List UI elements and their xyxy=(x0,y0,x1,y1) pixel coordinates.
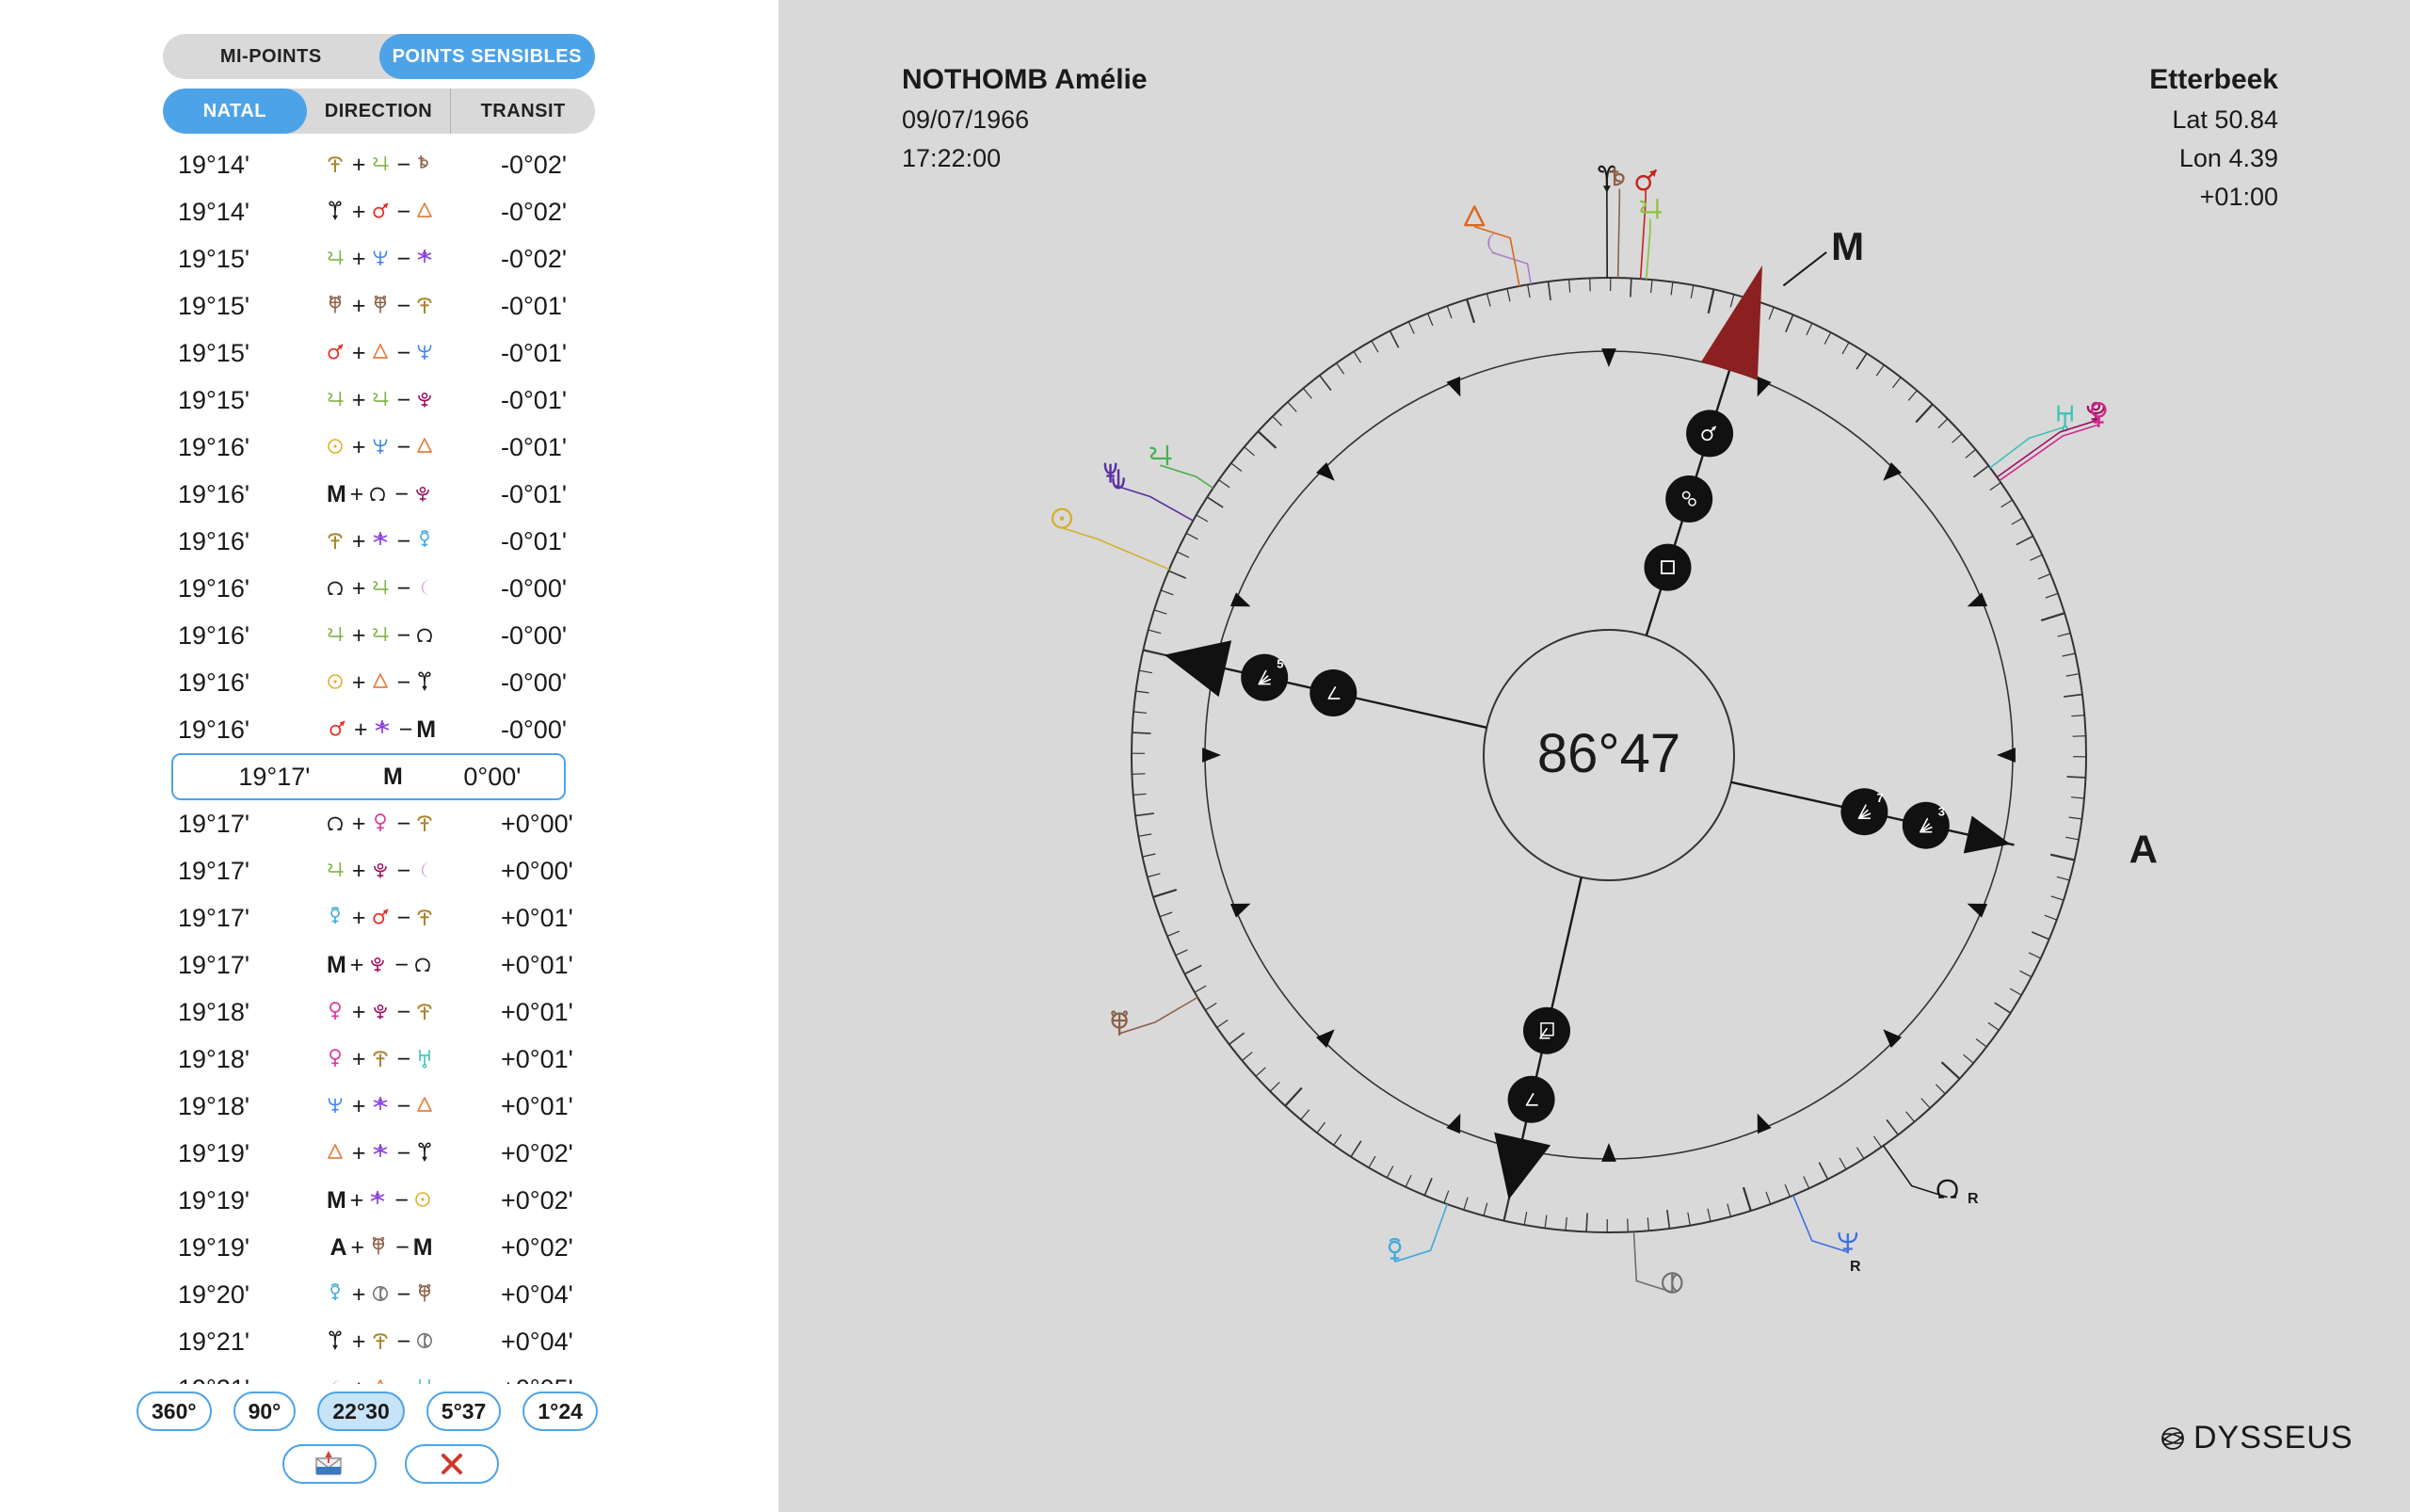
svg-text:86°47: 86°47 xyxy=(1537,723,1680,784)
svg-text:M: M xyxy=(1831,224,1864,268)
svg-text:7: 7 xyxy=(1876,791,1883,805)
svg-text:R: R xyxy=(1968,1191,1979,1207)
svg-text:R: R xyxy=(1850,1259,1861,1275)
svg-text:A: A xyxy=(2129,827,2158,871)
svg-text:3: 3 xyxy=(1938,805,1945,819)
svg-text:5: 5 xyxy=(1277,657,1283,671)
